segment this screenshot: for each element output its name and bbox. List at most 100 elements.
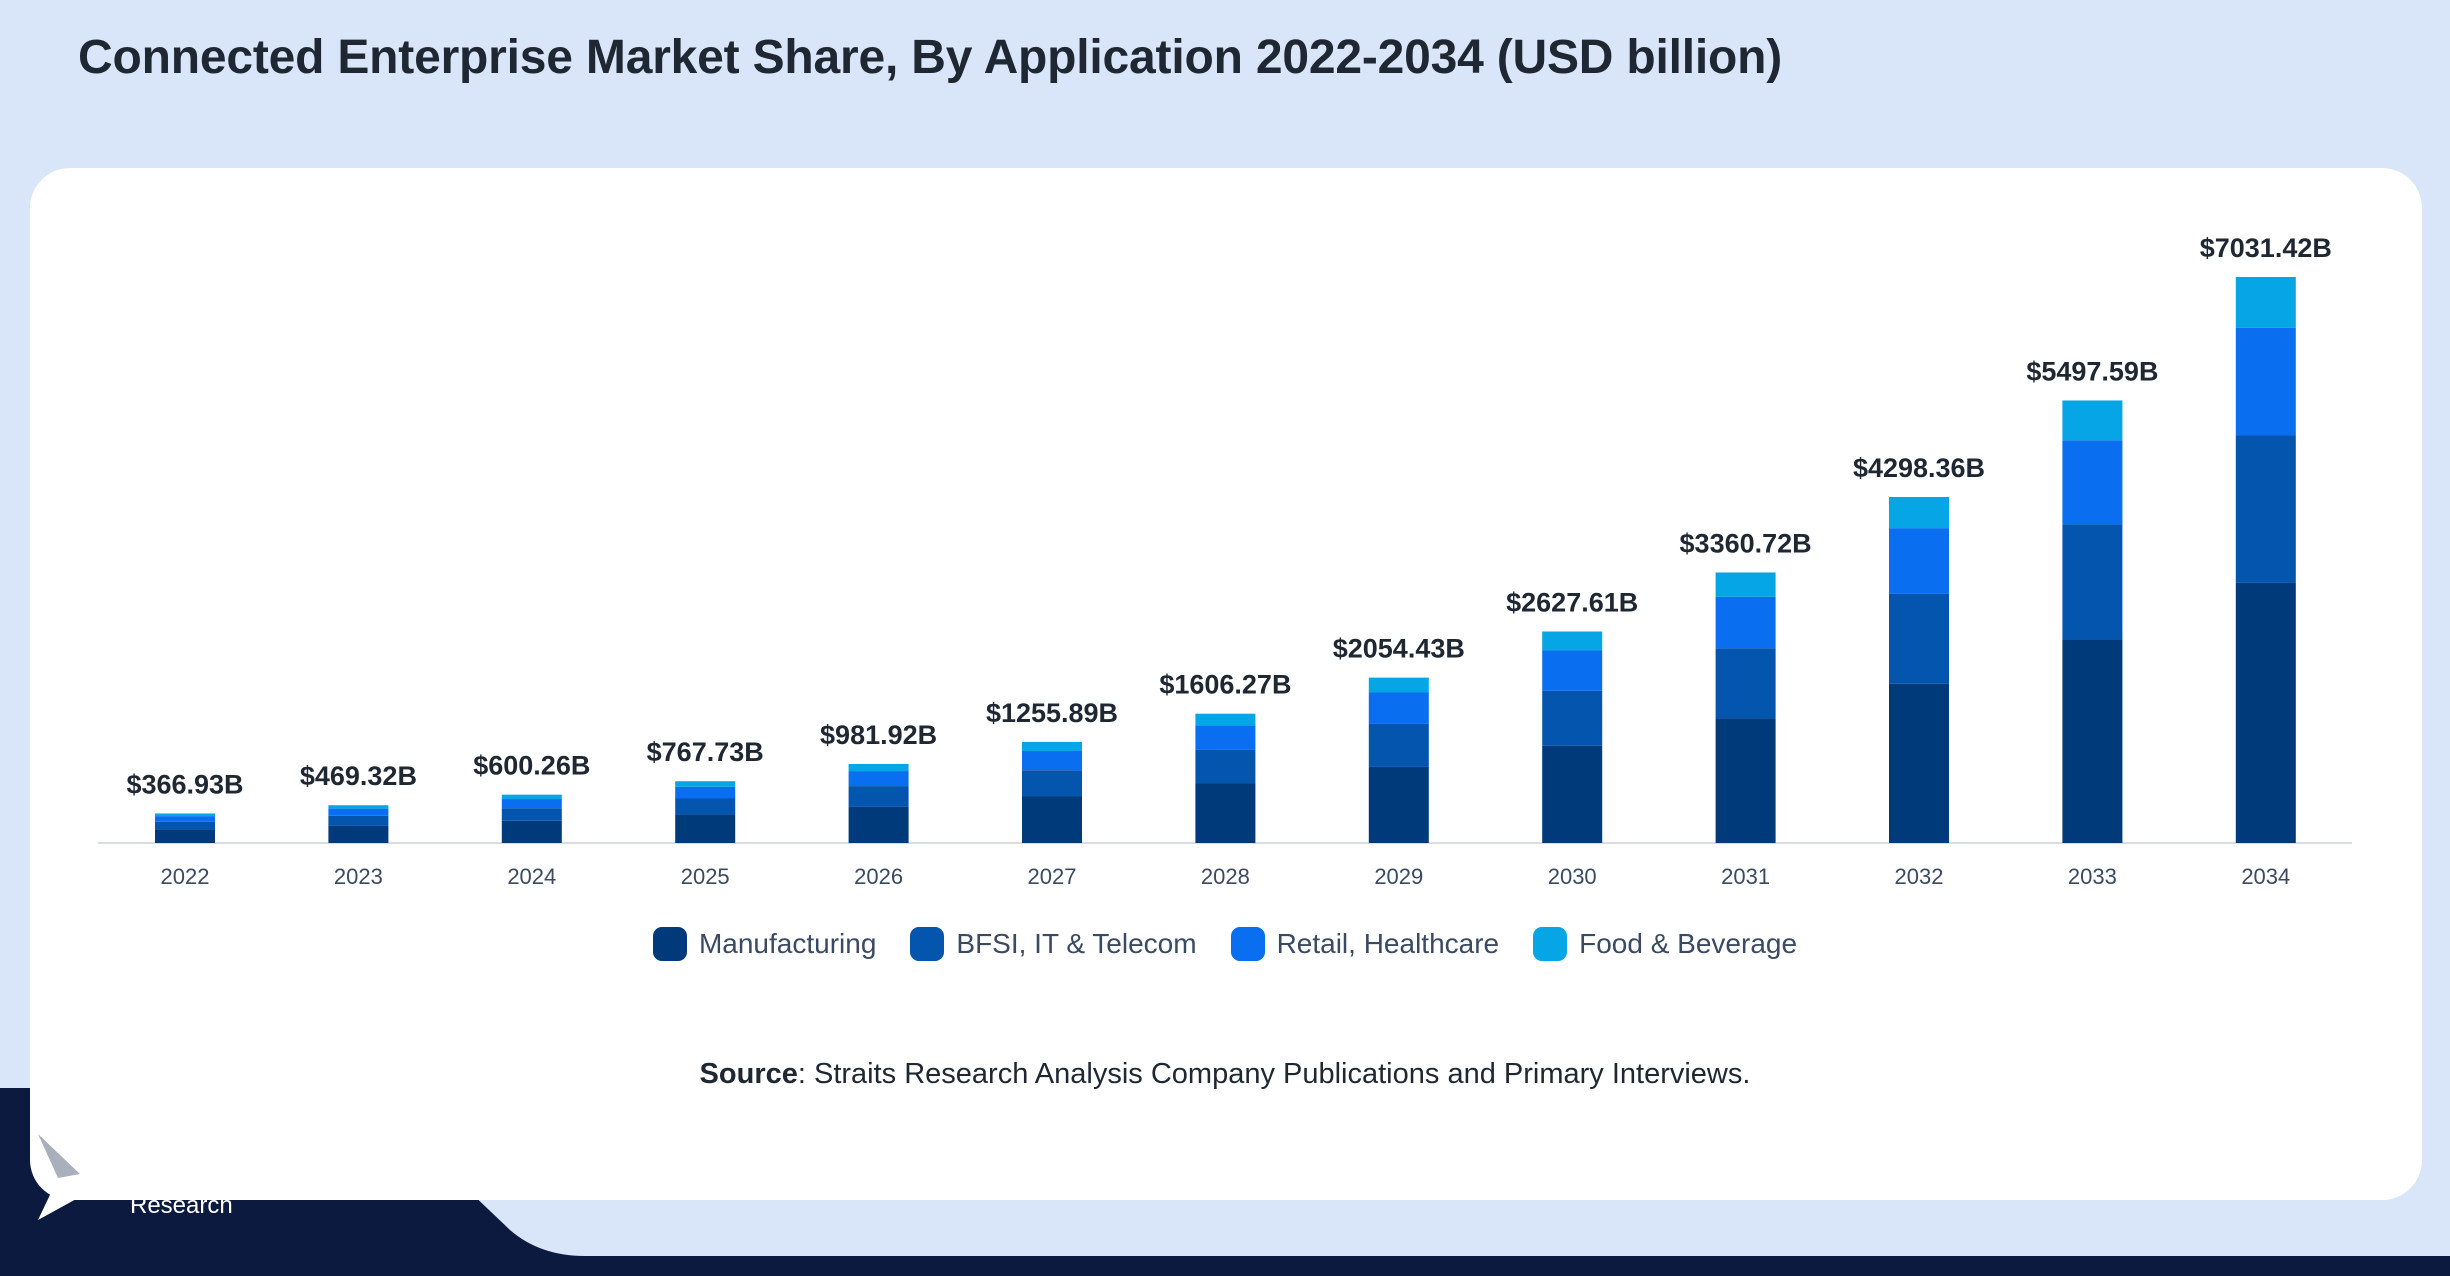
bar-segment: [501, 794, 562, 800]
x-tick-label: 2034: [2241, 864, 2290, 889]
bar-total-label: $981.92B: [820, 720, 937, 750]
bar-segment: [501, 820, 562, 843]
brand-sub: Research: [130, 1192, 233, 1219]
legend-label: Manufacturing: [698, 928, 877, 959]
bar-segment: [848, 763, 909, 772]
legend-item: BFSI, IT & Telecom: [910, 927, 1197, 961]
bar-segment: [1368, 677, 1429, 693]
bar-segment: [1368, 766, 1429, 843]
bar-segment: [155, 816, 215, 822]
bar-segment: [1542, 690, 1603, 746]
x-tick-label: 2027: [1028, 864, 1077, 889]
bar-segment: [1022, 796, 1082, 843]
bar-segment: [1889, 683, 1949, 843]
bar-segment: [1195, 725, 1256, 750]
source-note: Source: Straits Research Analysis Compan…: [0, 1058, 2450, 1091]
bar-segment: [1368, 692, 1429, 724]
x-tick-label: 2028: [1201, 864, 1250, 889]
x-tick-label: 2030: [1548, 864, 1597, 889]
bar-total-label: $1606.27B: [1159, 670, 1291, 700]
bar-segment: [848, 771, 909, 787]
brand-logo: Straits Research: [36, 1128, 346, 1228]
x-tick-label: 2033: [2068, 864, 2117, 889]
bar-segment: [328, 825, 389, 843]
bar-total-label: $3360.72B: [1680, 528, 1812, 558]
bar-segment: [1715, 648, 1776, 719]
bar-segment: [1368, 723, 1429, 767]
source-text: : Straits Research Analysis Company Publ…: [797, 1058, 1751, 1090]
bar-total-label: $600.26B: [473, 751, 590, 781]
bar-segment: [1022, 741, 1082, 752]
bar-total-label: $1255.89B: [986, 698, 1118, 728]
x-tick-label: 2024: [507, 864, 556, 889]
bar-segment: [2062, 639, 2123, 843]
bar-segment: [1889, 528, 1949, 594]
page-title: Connected Enterprise Market Share, By Ap…: [78, 31, 1783, 84]
legend-swatch: [1230, 927, 1265, 961]
bar-segment: [2062, 400, 2123, 441]
bar-segment: [2062, 524, 2123, 640]
legend-label: Retail, Healthcare: [1276, 928, 1500, 959]
bar-total-label: $767.73B: [647, 737, 764, 767]
bar-segment: [328, 805, 389, 809]
bar-segment: [2062, 440, 2123, 525]
source-label: Source: [699, 1058, 798, 1090]
bar-segment: [675, 781, 736, 787]
bar-segment: [1195, 713, 1256, 726]
bar-segment: [1715, 718, 1776, 843]
bar-segment: [328, 815, 389, 826]
bar-segment: [2235, 277, 2296, 328]
bar-segment: [155, 813, 215, 817]
bar-segment: [1195, 749, 1256, 784]
x-tick-label: 2032: [1895, 864, 1944, 889]
paper-plane-icon: [38, 1134, 118, 1220]
bar-total-label: $7031.42B: [2200, 233, 2332, 263]
legend-item: Food & Beverage: [1533, 927, 1797, 961]
bar-segment: [675, 814, 736, 843]
legend-swatch: [1533, 927, 1568, 961]
chart-legend: Manufacturing BFSI, IT & Telecom Retail, H…: [0, 922, 2450, 966]
bar-segment: [2235, 582, 2296, 843]
bar-segment: [1715, 572, 1776, 597]
bar-total-label: $2054.43B: [1333, 634, 1465, 664]
bar-segment: [1022, 770, 1082, 797]
brand-name: Straits: [130, 1133, 317, 1202]
x-tick-label: 2025: [681, 864, 730, 889]
legend-swatch: [910, 927, 945, 961]
bar-segment: [1889, 593, 1949, 684]
bar-segment: [1542, 631, 1603, 651]
bar-segment: [1195, 783, 1256, 843]
bar-segment: [1542, 650, 1603, 691]
bar-segment: [1022, 751, 1082, 771]
x-tick-label: 2022: [161, 864, 210, 889]
bar-segment: [675, 798, 736, 815]
bar-segment: [1715, 596, 1776, 649]
x-tick-label: 2026: [854, 864, 903, 889]
bar-segment: [1542, 745, 1603, 843]
bar-segment: [328, 808, 389, 816]
legend-label: BFSI, IT & Telecom: [956, 928, 1197, 959]
legend-item: Retail, Healthcare: [1230, 927, 1500, 961]
bar-segment: [501, 799, 562, 809]
bar-total-label: $366.93B: [126, 769, 243, 799]
bar-total-label: $2627.61B: [1506, 587, 1638, 617]
bar-segment: [2235, 327, 2296, 436]
legend-label: Food & Beverage: [1579, 928, 1798, 959]
x-tick-label: 2023: [334, 864, 383, 889]
chart-panel: [30, 168, 2422, 1200]
bar-segment: [155, 821, 215, 830]
bar-segment: [155, 829, 215, 843]
bar-segment: [2235, 435, 2296, 583]
bar-segment: [501, 808, 562, 821]
bar-segment: [1889, 496, 1949, 529]
bar-total-label: $4298.36B: [1853, 453, 1985, 483]
legend-swatch: [652, 927, 687, 961]
bar-segment: [848, 786, 909, 807]
x-tick-label: 2031: [1721, 864, 1770, 889]
legend-item: Manufacturing: [652, 927, 877, 961]
bar-segment: [848, 806, 909, 843]
bar-total-label: $469.32B: [300, 761, 417, 791]
x-tick-label: 2029: [1374, 864, 1423, 889]
bar-segment: [675, 786, 736, 799]
